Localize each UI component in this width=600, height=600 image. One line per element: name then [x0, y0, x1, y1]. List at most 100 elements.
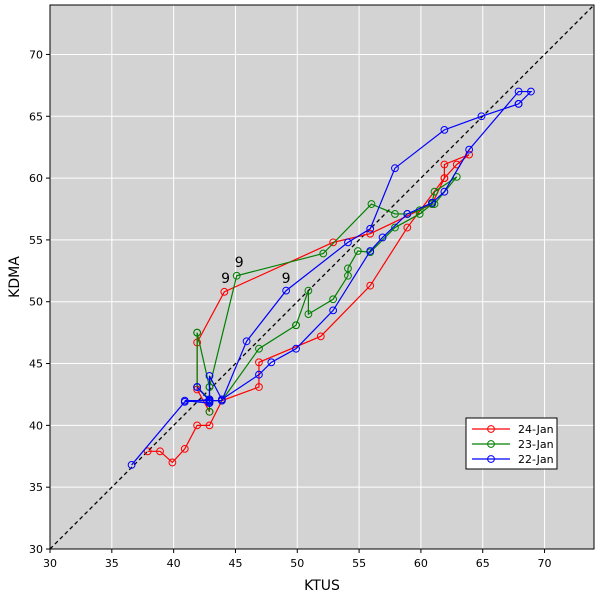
- data-point: [440, 174, 449, 182]
- annotation-label: 9: [221, 271, 230, 287]
- legend-item: 23-Jan: [472, 438, 554, 451]
- data-point: [344, 238, 352, 247]
- x-axis-label: KTUS: [304, 578, 340, 594]
- annotation-label: 9: [282, 271, 291, 287]
- data-point: [344, 271, 352, 280]
- data-point: [366, 281, 375, 290]
- data-point: [391, 223, 399, 232]
- series-line: [147, 154, 470, 464]
- data-point: [304, 310, 313, 318]
- legend: 24-Jan 23-Jan 22-Jan: [465, 417, 558, 470]
- data-point: [180, 444, 189, 453]
- data-point: [329, 295, 338, 304]
- x-tick-label: 65: [476, 557, 490, 570]
- legend-item: 24-Jan: [472, 423, 554, 436]
- x-tick-label: 55: [352, 557, 366, 570]
- legend-swatch-marker: [487, 455, 495, 463]
- data-point: [391, 210, 399, 218]
- data-point: [366, 224, 375, 233]
- data-point: [180, 396, 189, 405]
- data-point: [316, 332, 325, 341]
- data-point: [440, 187, 449, 196]
- data-point: [527, 87, 535, 96]
- identity-reference-line: [49, 4, 595, 550]
- data-point: [220, 287, 229, 296]
- legend-label: 24-Jan: [518, 423, 554, 436]
- y-tick-label: 50: [29, 296, 43, 309]
- data-point: [319, 249, 328, 258]
- x-tick-label: 70: [538, 557, 552, 570]
- data-point: [193, 421, 202, 430]
- data-point: [329, 238, 338, 247]
- x-tick-label: 40: [167, 557, 181, 570]
- data-point: [440, 125, 449, 134]
- legend-item: 22-Jan: [472, 453, 554, 466]
- series-line: [131, 90, 533, 466]
- series-group: [127, 87, 535, 469]
- data-point: [193, 383, 202, 391]
- data-point: [514, 87, 523, 96]
- data-point: [353, 247, 362, 255]
- y-tick-label: 65: [29, 110, 43, 123]
- data-point: [156, 447, 164, 456]
- series-24-Jan: [143, 150, 474, 467]
- data-point: [378, 233, 387, 242]
- legend-label: 22-Jan: [518, 453, 554, 466]
- data-point: [440, 160, 449, 169]
- data-point: [127, 461, 136, 469]
- data-point: [232, 271, 241, 280]
- x-tick-label: 50: [290, 557, 304, 570]
- plot-frame: [49, 4, 595, 550]
- data-point: [193, 328, 202, 337]
- legend-swatch-marker: [487, 425, 495, 433]
- reference-line-group: [49, 4, 595, 550]
- plot-border: [49, 4, 595, 550]
- data-point: [329, 306, 338, 315]
- data-point: [366, 247, 375, 255]
- y-tick-label: 40: [29, 419, 43, 432]
- data-point: [205, 399, 214, 408]
- data-point: [477, 112, 486, 121]
- y-tick-label: 45: [29, 358, 43, 371]
- data-point: [205, 421, 214, 430]
- data-point: [205, 372, 214, 380]
- data-point: [143, 447, 152, 456]
- legend-label: 23-Jan: [518, 438, 554, 451]
- data-point: [255, 383, 263, 391]
- x-tick-label: 35: [105, 557, 119, 570]
- legend-swatch-marker: [487, 440, 495, 448]
- data-point: [255, 358, 263, 367]
- series-22-Jan: [127, 87, 535, 469]
- annotations: 999: [221, 255, 291, 287]
- series-line: [196, 176, 458, 412]
- annotation-label: 9: [235, 255, 244, 271]
- data-point: [344, 264, 352, 273]
- data-point: [168, 458, 177, 467]
- data-point: [205, 407, 214, 416]
- data-point: [205, 396, 214, 405]
- data-point: [282, 286, 291, 295]
- data-point: [255, 344, 263, 353]
- data-point: [391, 164, 399, 173]
- data-point: [403, 210, 412, 218]
- x-tick-label: 45: [228, 557, 242, 570]
- data-point: [242, 337, 251, 346]
- data-point: [367, 200, 376, 208]
- data-point: [304, 286, 313, 295]
- y-axis-label: KDMA: [7, 256, 23, 298]
- data-point: [292, 344, 300, 353]
- y-tick-label: 60: [29, 172, 43, 185]
- data-point: [430, 187, 439, 196]
- data-point: [255, 370, 263, 379]
- data-point: [465, 145, 474, 154]
- data-point: [267, 358, 276, 367]
- y-tick-label: 30: [29, 543, 43, 556]
- y-tick-label: 70: [29, 48, 43, 61]
- data-point: [428, 198, 436, 207]
- data-point: [514, 100, 523, 108]
- data-point: [217, 396, 226, 405]
- axis-ticks: 30 35 40 45 50 55 60 65 70 30 35 40 45 50 55 60 65 70: [29, 48, 552, 570]
- y-tick-label: 55: [29, 234, 43, 247]
- data-point: [403, 223, 412, 232]
